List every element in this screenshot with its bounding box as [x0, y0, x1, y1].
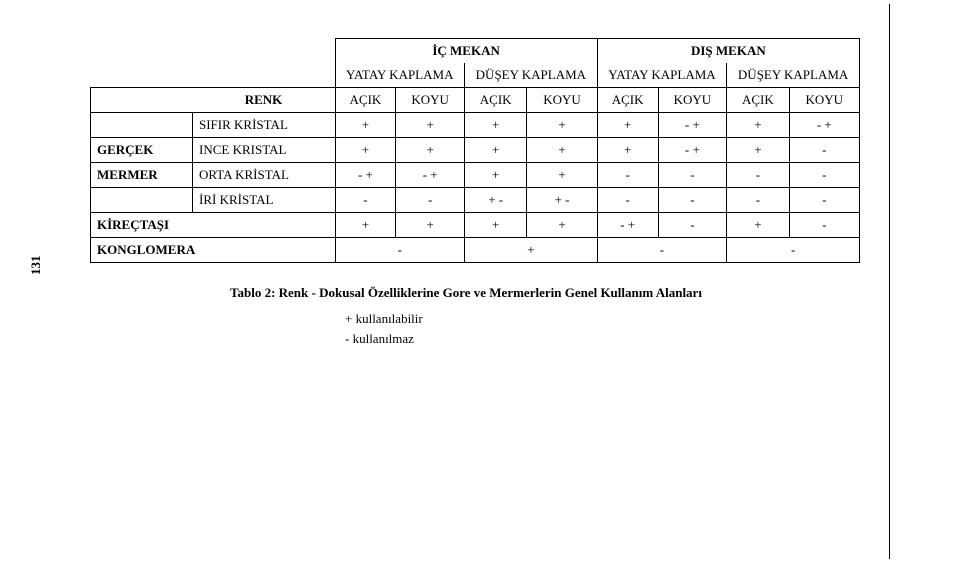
cell: + - [465, 188, 527, 213]
header-koyu-4: KOYU [789, 88, 859, 113]
header-acik-4: AÇIK [727, 88, 789, 113]
cell: - [727, 238, 860, 263]
usage-table: İÇ MEKAN DIŞ MEKAN YATAY KAPLAMA DÜŞEY K… [90, 38, 860, 263]
cell: + [727, 113, 789, 138]
cell: - [789, 213, 859, 238]
legend-minus: - kullanılmaz [345, 331, 860, 347]
cell: - [396, 188, 465, 213]
header-acik-2: AÇIK [465, 88, 527, 113]
legend: + kullanılabilir - kullanılmaz [345, 311, 860, 347]
cell: + [465, 163, 527, 188]
sidelabel-kirectasi: KİREÇTAŞI [91, 213, 336, 238]
rowlabel-sifir: SIFIR KRİSTAL [193, 113, 336, 138]
header-koyu-1: KOYU [396, 88, 465, 113]
rowlabel-iri: İRİ KRİSTAL [193, 188, 336, 213]
cell: - [658, 213, 727, 238]
cell: - [658, 163, 727, 188]
cell: + [727, 138, 789, 163]
vertical-rule [889, 4, 890, 559]
cell: + [465, 113, 527, 138]
cell: + [597, 113, 658, 138]
header-renk: RENK [193, 88, 336, 113]
cell: - [789, 138, 859, 163]
cell: - [789, 188, 859, 213]
cell: + [527, 163, 597, 188]
cell: + [465, 238, 598, 263]
page-number: 131 [28, 256, 44, 276]
header-koyu-2: KOYU [527, 88, 597, 113]
cell: + [335, 213, 396, 238]
cell: + [335, 113, 396, 138]
rowlabel-orta: ORTA KRİSTAL [193, 163, 336, 188]
cell: - + [658, 113, 727, 138]
cell: - + [597, 213, 658, 238]
cell: - [597, 238, 727, 263]
cell: - + [658, 138, 727, 163]
cell: - [789, 163, 859, 188]
sidelabel-mermer: MERMER [91, 163, 193, 188]
cell: - [727, 188, 789, 213]
header-ic-mekan: İÇ MEKAN [335, 39, 597, 64]
legend-plus: + kullanılabilir [345, 311, 860, 327]
cell: - + [335, 163, 396, 188]
spine-text: TURKIYE III MERMER SEMPOZYUMU (MERSEM'20… [900, 0, 940, 6]
cell: + [465, 213, 527, 238]
cell: - [335, 238, 465, 263]
header-acik-3: AÇIK [597, 88, 658, 113]
cell: + [597, 138, 658, 163]
sidelabel-gercek: GERÇEK [91, 138, 193, 163]
header-dis-mekan: DIŞ MEKAN [597, 39, 859, 64]
header-yatay-2: YATAY KAPLAMA [597, 63, 727, 88]
header-dusey-1: DÜŞEY KAPLAMA [465, 63, 598, 88]
cell: + [396, 113, 465, 138]
cell: + - [527, 188, 597, 213]
header-acik-1: AÇIK [335, 88, 396, 113]
cell: - [597, 188, 658, 213]
cell: - [335, 188, 396, 213]
cell: + [335, 138, 396, 163]
cell: + [727, 213, 789, 238]
cell: + [527, 138, 597, 163]
cell: - [597, 163, 658, 188]
cell: - + [789, 113, 859, 138]
cell: + [465, 138, 527, 163]
cell: - [727, 163, 789, 188]
cell: + [396, 213, 465, 238]
header-koyu-3: KOYU [658, 88, 727, 113]
cell: - [658, 188, 727, 213]
sidelabel-konglomera: KONGLOMERA [91, 238, 336, 263]
header-dusey-2: DÜŞEY KAPLAMA [727, 63, 860, 88]
header-yatay-1: YATAY KAPLAMA [335, 63, 465, 88]
cell: + [527, 113, 597, 138]
cell: + [396, 138, 465, 163]
table-wrapper: İÇ MEKAN DIŞ MEKAN YATAY KAPLAMA DÜŞEY K… [90, 38, 860, 347]
cell: + [527, 213, 597, 238]
cell: - + [396, 163, 465, 188]
rowlabel-ince: INCE KRISTAL [193, 138, 336, 163]
table-caption: Tablo 2: Renk - Dokusal Özelliklerine Go… [230, 285, 860, 301]
